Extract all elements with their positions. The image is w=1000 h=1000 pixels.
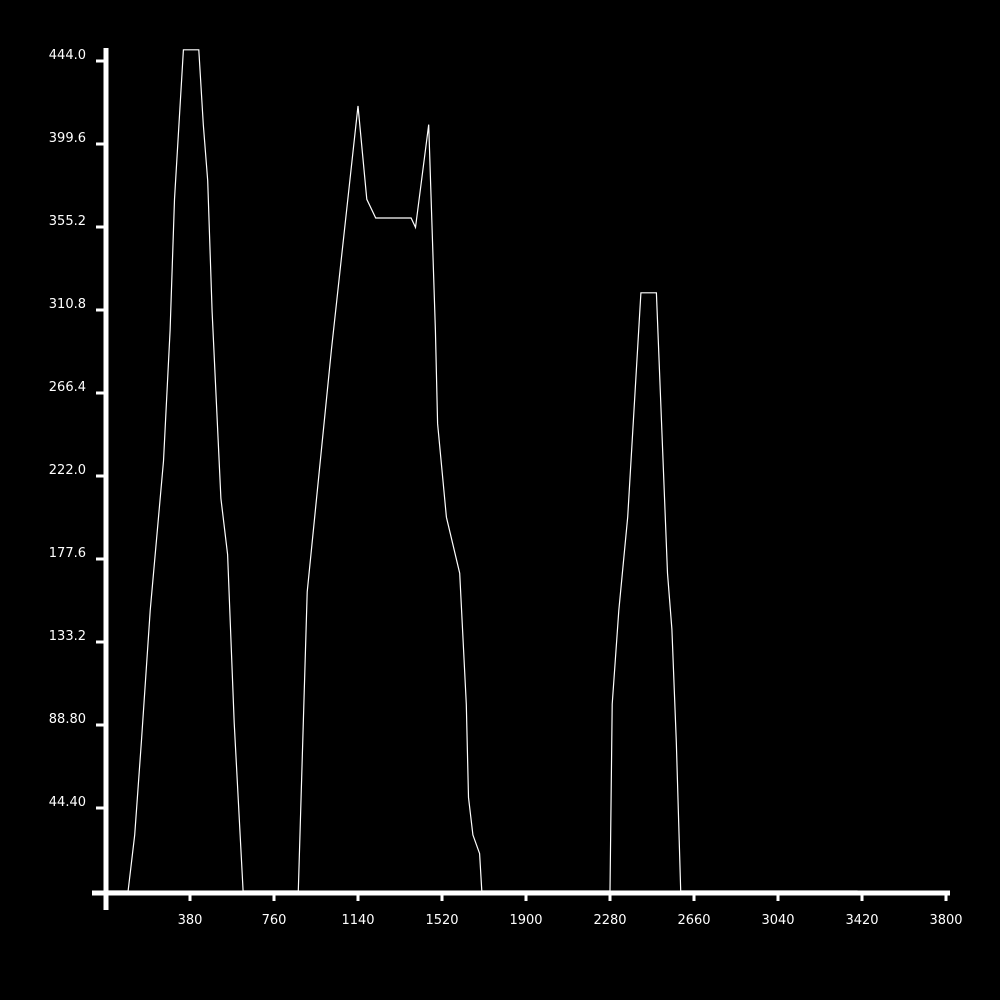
x-tick-label: 2660	[677, 913, 710, 928]
y-tick-label: 177.6	[49, 546, 86, 561]
x-tick-label: 1900	[509, 913, 542, 928]
x-tick-label: 3800	[929, 913, 962, 928]
y-tick-label: 266.4	[49, 380, 86, 395]
y-tick-label: 444.0	[49, 48, 86, 63]
x-tick-label: 760	[262, 913, 287, 928]
x-tick-label: 3420	[845, 913, 878, 928]
x-tick-label: 1140	[341, 913, 374, 928]
axis-layer	[92, 48, 950, 910]
y-tick-label: 222.0	[49, 463, 86, 478]
y-ticks: 44.40 88.80 133.2 177.6 222.0 266.4 310.8 355.2…	[49, 48, 106, 810]
y-tick-label: 310.8	[49, 297, 86, 312]
series-line-0	[106, 49, 858, 892]
y-tick-label: 44.40	[49, 795, 86, 810]
y-tick-label: 88.80	[49, 712, 86, 727]
x-ticks: 380 760 1140 1520 1900 2280 2660 3040 3420 3800	[178, 893, 963, 928]
x-tick-label: 2280	[593, 913, 626, 928]
y-tick-label: 399.6	[49, 131, 86, 146]
x-tick-label: 1520	[425, 913, 458, 928]
y-tick-label: 133.2	[49, 629, 86, 644]
series-layer	[106, 49, 858, 892]
x-tick-label: 3040	[761, 913, 794, 928]
x-tick-label: 380	[178, 913, 203, 928]
y-tick-label: 355.2	[49, 214, 86, 229]
